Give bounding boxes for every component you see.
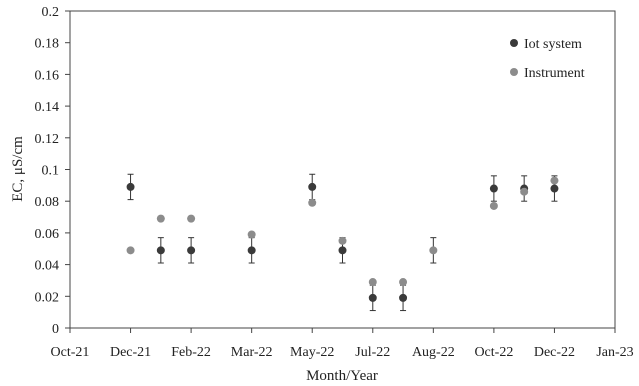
- data-point-instrument: [308, 199, 316, 207]
- data-point-iot-system: [369, 294, 377, 302]
- data-marks: [127, 174, 559, 310]
- data-point-instrument: [248, 230, 256, 238]
- y-tick-label: 0.2: [42, 5, 60, 20]
- data-point-instrument: [187, 215, 195, 223]
- y-tick-label: 0: [52, 322, 59, 337]
- legend-marker-instrument: [510, 68, 518, 76]
- x-tick-label: Jan-23: [596, 345, 633, 360]
- y-tick-label: 0.04: [35, 259, 60, 274]
- y-tick-label: 0.08: [35, 195, 60, 210]
- y-tick-label: 0.12: [35, 132, 60, 147]
- legend-marker-iot-system: [510, 39, 518, 47]
- x-tick-label: Oct-22: [474, 345, 513, 360]
- data-point-instrument: [520, 188, 528, 196]
- data-point-iot-system: [187, 246, 195, 254]
- x-tick-label: Jul-22: [355, 345, 390, 360]
- x-tick-label: Dec-22: [534, 345, 575, 360]
- x-axis: Oct-21 Dec-21 Feb-22 Mar-22 May-22 Jul-22 Aug-…: [51, 328, 634, 360]
- data-point-iot-system: [399, 294, 407, 302]
- data-point-iot-system: [550, 185, 558, 193]
- y-tick-label: 0.18: [35, 37, 60, 52]
- data-point-iot-system: [308, 183, 316, 191]
- legend: Iot system Instrument: [510, 37, 585, 81]
- x-tick-label: Aug-22: [412, 345, 455, 360]
- y-tick-label: 0.1: [42, 164, 60, 179]
- data-point-instrument: [490, 202, 498, 210]
- legend-label-instrument: Instrument: [524, 66, 585, 81]
- data-point-instrument: [399, 278, 407, 286]
- plot-area: [70, 11, 615, 328]
- data-point-instrument: [550, 177, 558, 185]
- data-point-instrument: [157, 215, 165, 223]
- y-tick-label: 0.06: [35, 227, 60, 242]
- legend-label-iot-system: Iot system: [524, 37, 582, 52]
- data-point-instrument: [429, 246, 437, 254]
- data-point-iot-system: [490, 185, 498, 193]
- data-point-instrument: [369, 278, 377, 286]
- x-tick-label: Oct-21: [51, 345, 90, 360]
- x-axis-title: Month/Year: [306, 368, 378, 384]
- y-axis-title: EC, μS/cm: [10, 136, 26, 202]
- data-point-instrument: [339, 237, 347, 245]
- x-tick-label: Feb-22: [171, 345, 211, 360]
- y-axis: 0 0.02 0.04 0.06 0.08 0.1 0.12 0.14 0.16 0.18 0.2: [35, 5, 71, 337]
- y-tick-label: 0.16: [35, 68, 60, 83]
- data-point-instrument: [127, 246, 135, 254]
- data-point-iot-system: [339, 246, 347, 254]
- x-tick-label: May-22: [290, 345, 334, 360]
- plot-frame: [70, 11, 615, 328]
- data-point-iot-system: [157, 246, 165, 254]
- data-point-iot-system: [127, 183, 135, 191]
- x-tick-label: Mar-22: [231, 345, 273, 360]
- x-tick-label: Dec-21: [110, 345, 151, 360]
- y-tick-label: 0.14: [35, 100, 60, 115]
- data-point-iot-system: [248, 246, 256, 254]
- y-tick-label: 0.02: [35, 290, 60, 305]
